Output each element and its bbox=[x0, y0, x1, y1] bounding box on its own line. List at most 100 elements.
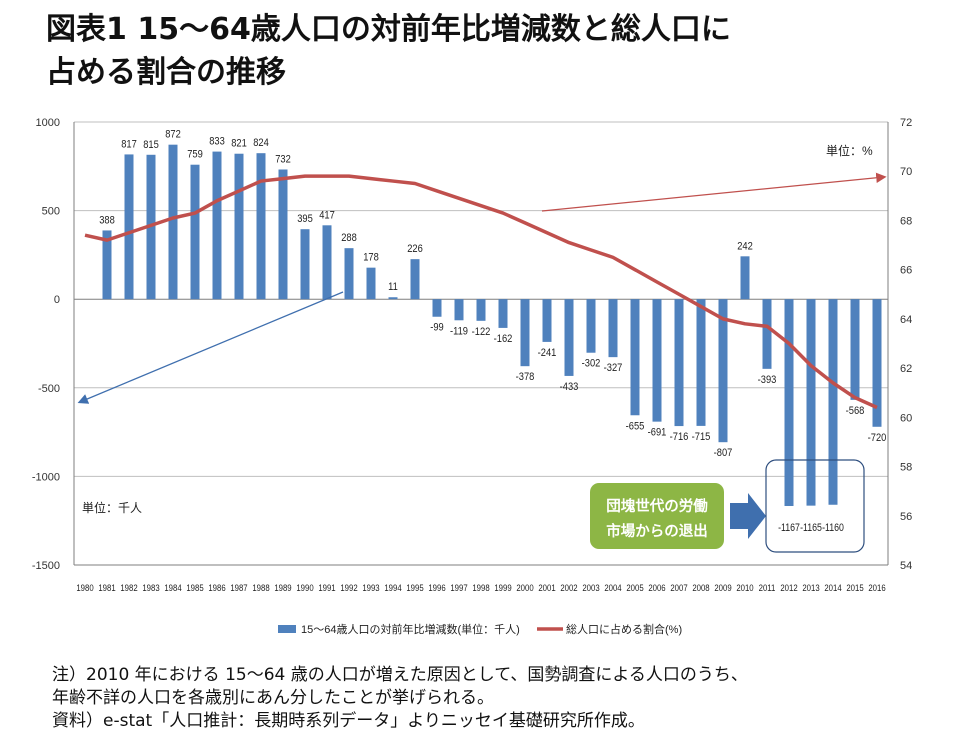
x-tick-label: 2015 bbox=[846, 582, 863, 593]
bar bbox=[542, 299, 552, 342]
axes: 1000 500 0 -500 -1000 -1500 72 70 68 66 64 62 60 58 56… bbox=[32, 117, 912, 593]
bar-value-label: -1160 bbox=[822, 522, 844, 534]
note-text-continued: 年齢不詳の人口を各歳別にあん分したことが挙げられる。 bbox=[52, 688, 494, 708]
left-tick-label: 1000 bbox=[36, 117, 60, 129]
bar-value-label: 833 bbox=[209, 136, 225, 148]
x-tick-label: 2002 bbox=[560, 582, 577, 593]
x-tick-label: 1994 bbox=[384, 582, 401, 593]
legend-swatch-bars bbox=[278, 625, 296, 633]
bar-value-label: 395 bbox=[297, 214, 313, 226]
bar-value-label: -1165 bbox=[800, 522, 822, 534]
left-tick-label: -1500 bbox=[32, 560, 60, 572]
bar-value-label: 242 bbox=[737, 241, 753, 253]
bar-value-label: -715 bbox=[692, 431, 711, 443]
x-tick-label: 1988 bbox=[252, 582, 269, 593]
bar bbox=[696, 299, 706, 426]
x-tick-label: 1999 bbox=[494, 582, 511, 593]
x-tick-label: 2006 bbox=[648, 582, 665, 593]
bar bbox=[630, 299, 640, 416]
bar bbox=[740, 256, 750, 300]
right-tick-label: 66 bbox=[900, 265, 912, 277]
bar bbox=[476, 299, 486, 321]
x-tick-label: 2001 bbox=[538, 582, 555, 593]
bar-value-label: 872 bbox=[165, 129, 181, 141]
bar bbox=[806, 299, 816, 506]
x-tick-label: 1982 bbox=[120, 582, 137, 593]
bar bbox=[212, 151, 222, 300]
bar-value-label: -716 bbox=[670, 431, 689, 443]
x-tick-label: 2011 bbox=[759, 582, 776, 593]
bar-value-label: -807 bbox=[714, 448, 733, 460]
bar-value-label: -119 bbox=[450, 326, 468, 338]
x-tick-label: 2010 bbox=[736, 582, 753, 593]
bar-value-label: -691 bbox=[648, 427, 667, 439]
bar-value-label: -99 bbox=[430, 322, 444, 334]
right-tick-label: 72 bbox=[900, 117, 912, 129]
bar bbox=[102, 230, 112, 300]
x-tick-label: 1996 bbox=[428, 582, 445, 593]
right-tick-label: 58 bbox=[900, 462, 912, 474]
left-tick-label: -500 bbox=[38, 383, 60, 395]
callout-line-1: 団塊世代の労働 bbox=[606, 497, 708, 515]
ratio-line-path bbox=[84, 174, 878, 410]
bar bbox=[256, 153, 266, 300]
x-tick-label: 1992 bbox=[340, 582, 357, 593]
right-tick-label: 56 bbox=[900, 511, 912, 523]
callout-line-2: 市場からの退出 bbox=[606, 522, 708, 540]
bar bbox=[410, 259, 420, 300]
x-tick-label: 2003 bbox=[582, 582, 599, 593]
bar bbox=[564, 299, 574, 376]
chart-title-line-2: 占める割合の推移 bbox=[46, 55, 286, 90]
bar bbox=[234, 153, 244, 300]
footnotes: 注）2010 年における 15～64 歳の人口が増えた原因として、国勢調査による… bbox=[52, 664, 942, 733]
bar-value-label: 226 bbox=[407, 244, 423, 256]
x-tick-label: 1990 bbox=[296, 582, 313, 593]
x-tick-label: 2012 bbox=[780, 582, 797, 593]
left-unit-label: 単位：千人 bbox=[82, 500, 142, 515]
left-tick-label: -1000 bbox=[32, 471, 60, 483]
x-tick-label: 2000 bbox=[516, 582, 533, 593]
bar-value-label: 288 bbox=[341, 233, 357, 245]
left-tick-label: 500 bbox=[42, 206, 60, 218]
x-tick-label: 2005 bbox=[626, 582, 643, 593]
bar bbox=[300, 229, 310, 300]
x-tick-label: 1987 bbox=[230, 582, 247, 593]
x-tick-label: 2007 bbox=[670, 582, 687, 593]
legend-label-line: 総人口に占める割合(%) bbox=[566, 622, 682, 636]
bar-value-label: -720 bbox=[868, 432, 887, 444]
x-tick-label: 1980 bbox=[76, 582, 93, 593]
bar bbox=[124, 154, 134, 300]
bar-value-label: -568 bbox=[846, 405, 865, 417]
highlight-frame bbox=[765, 459, 865, 553]
x-tick-label: 1985 bbox=[186, 582, 203, 593]
ratio-line bbox=[84, 174, 878, 410]
note-text: 注）2010 年における 15～64 歳の人口が増えた原因として、国勢調査による… bbox=[52, 665, 748, 685]
bar-value-label: -378 bbox=[516, 372, 535, 384]
bar bbox=[674, 299, 684, 427]
bar bbox=[608, 299, 618, 358]
right-unit-label: 単位：% bbox=[826, 143, 873, 158]
right-tick-label: 54 bbox=[900, 560, 912, 572]
bar-value-label: -1167 bbox=[778, 522, 800, 534]
x-tick-label: 2014 bbox=[824, 582, 841, 593]
bar-value-label: 824 bbox=[253, 138, 269, 150]
bar-value-label: -241 bbox=[538, 347, 557, 359]
x-tick-label: 1983 bbox=[142, 582, 159, 593]
bar bbox=[366, 267, 376, 300]
bar-value-label: -433 bbox=[560, 381, 579, 393]
chart-title: 図表1 15～64歳人口の対前年比増減数と総人口に 占める割合の推移 bbox=[46, 8, 936, 94]
bar bbox=[762, 299, 772, 369]
x-tick-label: 1989 bbox=[274, 582, 291, 593]
x-tick-label: 1997 bbox=[450, 582, 467, 593]
x-tick-label: 1998 bbox=[472, 582, 489, 593]
bar bbox=[168, 144, 178, 300]
x-tick-label: 1981 bbox=[98, 582, 115, 593]
x-tick-label: 1984 bbox=[164, 582, 181, 593]
bar bbox=[278, 169, 288, 300]
right-tick-label: 60 bbox=[900, 412, 912, 424]
bar bbox=[652, 299, 662, 422]
bar-value-label: -162 bbox=[494, 333, 513, 345]
x-tick-label: 2013 bbox=[802, 582, 819, 593]
x-tick-label: 2004 bbox=[604, 582, 621, 593]
